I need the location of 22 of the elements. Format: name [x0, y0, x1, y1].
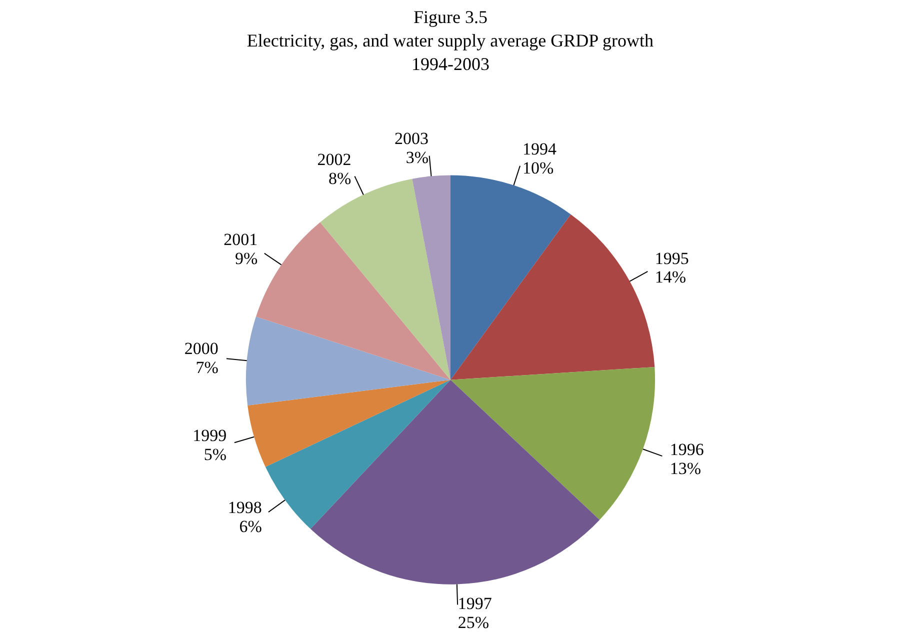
slice-label: 1999 — [192, 426, 227, 446]
slice-label: 2003 — [394, 128, 429, 148]
data-label: 3% — [406, 148, 429, 167]
slice-label: 2001 — [224, 230, 258, 250]
data-label: 13% — [670, 459, 702, 478]
data-label: 14% — [654, 268, 686, 287]
data-label: 6% — [239, 517, 262, 536]
slice-label: 1998 — [228, 498, 262, 518]
slice-label: 1997 — [458, 594, 492, 614]
data-label: 10% — [522, 158, 554, 178]
slice-label: 2002 — [317, 150, 352, 170]
data-label: 7% — [196, 358, 218, 378]
data-label: 9% — [234, 248, 258, 268]
chart-title: Figure 3.5 — [414, 6, 488, 27]
slice-label: 2000 — [184, 339, 218, 358]
slice-label: 1996 — [670, 440, 704, 460]
data-label: 5% — [204, 445, 227, 464]
slice-label: 1995 — [654, 248, 689, 268]
chart-subtitle: Electricity, gas, and water supply average GRDP growth 1994-2003 — [246, 30, 654, 74]
data-label: 25% — [458, 613, 489, 632]
slice-label: 1994 — [522, 139, 558, 158]
data-label: 8% — [328, 169, 352, 188]
